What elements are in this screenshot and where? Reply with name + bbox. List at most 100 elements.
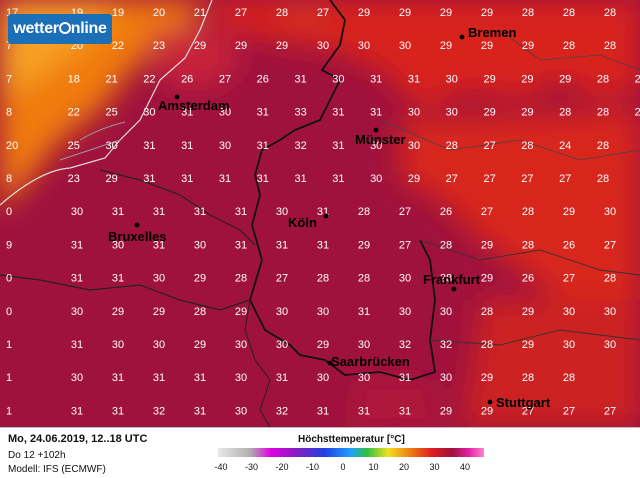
grid-value: 33 xyxy=(294,107,306,119)
scale-tick-label: 30 xyxy=(429,462,439,472)
wetteronline-logo[interactable]: wetter nline xyxy=(8,14,112,44)
grid-value: 26 xyxy=(181,73,193,85)
temperature-map[interactable]: 17 19 19 20 21 27 28 27 29 29 29 29 28 28 28 7 20 22 23 29 2… xyxy=(0,0,640,427)
grid-value: 29 xyxy=(358,239,370,251)
grid-value: 30 xyxy=(446,73,458,85)
grid-value: 25 xyxy=(105,107,117,119)
grid-value: 29 xyxy=(235,40,247,52)
grid-value: 30 xyxy=(358,40,370,52)
grid-value: 29 xyxy=(481,40,493,52)
grid-value: 31 xyxy=(153,372,165,384)
scale-tick-label: -40 xyxy=(214,462,227,472)
grid-value: 30 xyxy=(399,273,411,285)
grid-value: 28 xyxy=(521,140,533,152)
legend-title: Höchsttemperatur [°C] xyxy=(298,434,405,445)
grid-value: 31 xyxy=(181,173,193,185)
grid-value: 31 xyxy=(112,405,124,417)
city-label: Münster xyxy=(355,132,406,147)
grid-value: 32 xyxy=(440,339,452,351)
grid-value: 30 xyxy=(71,306,83,318)
grid-value: 27 xyxy=(276,273,288,285)
grid-value: 28 xyxy=(358,206,370,218)
grid-value: 30 xyxy=(408,140,420,152)
grid-value: 30 xyxy=(235,339,247,351)
grid-value: 7 xyxy=(6,40,12,52)
grid-value: 7 xyxy=(6,73,12,85)
grid-value: 20 xyxy=(6,140,18,152)
grid-value: 32 xyxy=(294,140,306,152)
grid-value: 30 xyxy=(153,273,165,285)
grid-value: 26 xyxy=(257,73,269,85)
model-run: Do 12 +102h xyxy=(8,450,66,461)
model-name: Modell: IFS (ECMWF) xyxy=(8,464,106,475)
grid-value: 28 xyxy=(235,273,247,285)
temp-field-blobs xyxy=(0,0,640,427)
grid-value: 28 xyxy=(446,140,458,152)
grid-value: 29 xyxy=(522,40,534,52)
map-footer: Mo, 24.06.2019, 12..18 UTC Do 12 +102h M… xyxy=(0,427,640,478)
grid-value: 28 xyxy=(276,7,288,19)
grid-value: 31 xyxy=(257,107,269,119)
grid-value: 1 xyxy=(6,372,12,384)
grid-value: 28 xyxy=(522,206,534,218)
grid-value: 28 xyxy=(358,273,370,285)
grid-value: 31 xyxy=(71,239,83,251)
grid-value: 29 xyxy=(440,40,452,52)
grid-value: 28 xyxy=(597,140,609,152)
grid-value: 31 xyxy=(332,107,344,119)
grid-value: 27 xyxy=(563,405,575,417)
grid-value: 31 xyxy=(332,173,344,185)
grid-value: 27 xyxy=(604,405,616,417)
grid-value: 0 xyxy=(6,306,12,318)
city-dot xyxy=(487,399,493,405)
grid-value: 27 xyxy=(483,173,495,185)
grid-value: 27 xyxy=(563,273,575,285)
grid-value: 30 xyxy=(112,339,124,351)
grid-value: 30 xyxy=(219,140,231,152)
scale-tick-label: -20 xyxy=(275,462,288,472)
grid-value: 9 xyxy=(6,239,12,251)
grid-value: 28 xyxy=(440,273,452,285)
grid-value: 27 xyxy=(521,173,533,185)
grid-value: 21 xyxy=(194,7,206,19)
grid-value: 28 xyxy=(522,372,534,384)
grid-value: 28 xyxy=(597,173,609,185)
grid-value: 26 xyxy=(522,273,534,285)
city-label: Frankfurt xyxy=(423,272,481,287)
grid-value: 27 xyxy=(219,73,231,85)
grid-value: 30 xyxy=(563,306,575,318)
grid-value: 31 xyxy=(257,173,269,185)
grid-value: 22 xyxy=(143,73,155,85)
grid-value: 31 xyxy=(112,206,124,218)
grid-value: 29 xyxy=(194,273,206,285)
city-dot xyxy=(451,286,457,292)
grid-value: 29 xyxy=(563,206,575,218)
grid-value: 31 xyxy=(143,140,155,152)
grid-value: 31 xyxy=(194,206,206,218)
grid-value: 29 xyxy=(481,7,493,19)
city-label: Amsterdam xyxy=(158,98,230,113)
grid-value: 32 xyxy=(153,405,165,417)
grid-value: 31 xyxy=(181,140,193,152)
grid-value: 31 xyxy=(112,273,124,285)
grid-value: 30 xyxy=(563,339,575,351)
temperature-grid-values: 17 19 19 20 21 27 28 27 29 29 29 29 28 28 287 20 22 23 29 2… xyxy=(6,7,640,417)
city-dot xyxy=(373,127,379,133)
grid-value: 28 xyxy=(635,107,640,119)
grid-value: 23 xyxy=(153,40,165,52)
grid-value: 29 xyxy=(153,306,165,318)
grid-value: 29 xyxy=(194,339,206,351)
grid-value: 28 xyxy=(604,273,616,285)
grid-value: 32 xyxy=(276,405,288,417)
grid-value: 29 xyxy=(521,73,533,85)
grid-value: 30 xyxy=(276,206,288,218)
grid-value: 19 xyxy=(112,7,124,19)
grid-value: 27 xyxy=(483,140,495,152)
city-dot xyxy=(134,222,140,228)
grid-value: 29 xyxy=(522,306,534,318)
grid-value: 31 xyxy=(370,107,382,119)
grid-value: 24 xyxy=(559,140,571,152)
grid-value: 31 xyxy=(71,273,83,285)
grid-value: 30 xyxy=(399,40,411,52)
grid-value: 27 xyxy=(317,7,329,19)
